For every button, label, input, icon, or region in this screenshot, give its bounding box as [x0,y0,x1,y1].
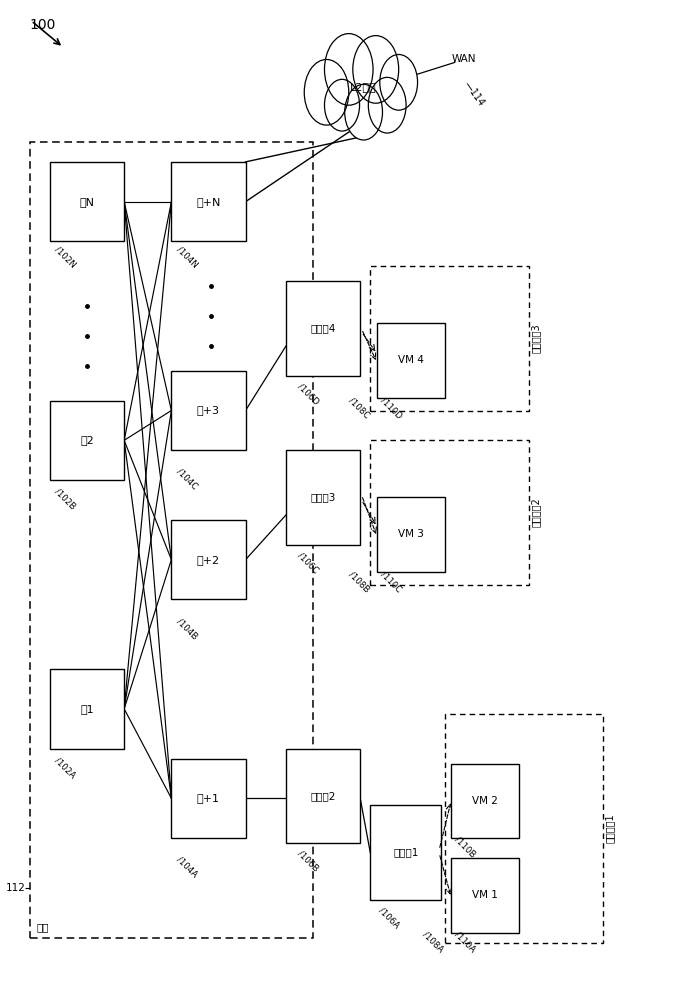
FancyBboxPatch shape [377,497,445,572]
FancyBboxPatch shape [371,266,529,410]
FancyBboxPatch shape [50,401,124,480]
FancyBboxPatch shape [286,749,360,843]
Circle shape [324,79,360,131]
Text: /104B: /104B [175,616,199,641]
FancyBboxPatch shape [286,450,360,545]
FancyBboxPatch shape [171,520,245,599]
Text: /106B: /106B [296,849,320,873]
Circle shape [369,77,406,133]
Circle shape [380,54,418,110]
Text: /108A: /108A [421,930,445,954]
Text: 100: 100 [30,18,56,32]
Text: /108B: /108B [347,570,371,594]
Text: /110C: /110C [379,570,403,594]
Circle shape [304,59,349,125]
Text: VM 2: VM 2 [472,796,498,806]
Text: 服务器2: 服务器2 [311,791,336,801]
FancyBboxPatch shape [50,669,124,749]
Text: /110D: /110D [379,396,403,420]
Circle shape [353,36,398,103]
Text: /106C: /106C [296,551,320,575]
FancyBboxPatch shape [286,281,360,376]
Text: /106D: /106D [296,382,321,406]
FancyBboxPatch shape [377,323,445,398]
Text: VM 4: VM 4 [398,355,424,365]
Text: /110A: /110A [453,930,477,954]
Text: 脊N: 脊N [80,197,95,207]
FancyBboxPatch shape [171,162,245,241]
Text: 服务器4: 服务器4 [311,323,336,333]
Text: 叶+1: 叶+1 [197,793,220,803]
Text: 脊1: 脊1 [80,704,94,714]
Text: /106A: /106A [377,906,401,930]
Text: /108C: /108C [347,396,371,420]
Text: 脊2: 脊2 [80,435,94,445]
Text: 服务器1: 服务器1 [393,848,418,858]
FancyBboxPatch shape [171,759,245,838]
Text: 叶+2: 叶+2 [197,555,220,565]
Text: /102N: /102N [53,244,78,269]
Text: /104N: /104N [175,244,199,269]
Text: /104A: /104A [175,855,199,879]
Text: 架构: 架构 [37,923,49,933]
Text: VM 1: VM 1 [472,890,498,900]
FancyBboxPatch shape [50,162,124,241]
Text: —114: —114 [462,79,486,108]
FancyBboxPatch shape [371,440,529,585]
Text: 管理程序2: 管理程序2 [531,497,541,527]
FancyBboxPatch shape [452,764,519,838]
Text: L2网络: L2网络 [350,82,377,92]
Circle shape [345,84,382,140]
Circle shape [324,34,373,105]
Text: WAN: WAN [452,54,476,64]
Text: VM 3: VM 3 [398,529,424,539]
Text: /102A: /102A [53,756,78,780]
Text: /110B: /110B [453,835,477,859]
Text: 管理程序1: 管理程序1 [605,813,615,843]
FancyBboxPatch shape [452,858,519,933]
Text: 管理程序3: 管理程序3 [531,323,541,353]
Text: 112: 112 [6,883,26,893]
Text: 叶+3: 叶+3 [197,405,220,415]
FancyBboxPatch shape [445,714,603,943]
Text: /104C: /104C [175,467,199,491]
Text: 服务器3: 服务器3 [311,493,336,503]
FancyBboxPatch shape [171,371,245,450]
Text: 叶+N: 叶+N [197,197,221,207]
Text: /102B: /102B [53,487,78,511]
FancyBboxPatch shape [371,805,441,900]
